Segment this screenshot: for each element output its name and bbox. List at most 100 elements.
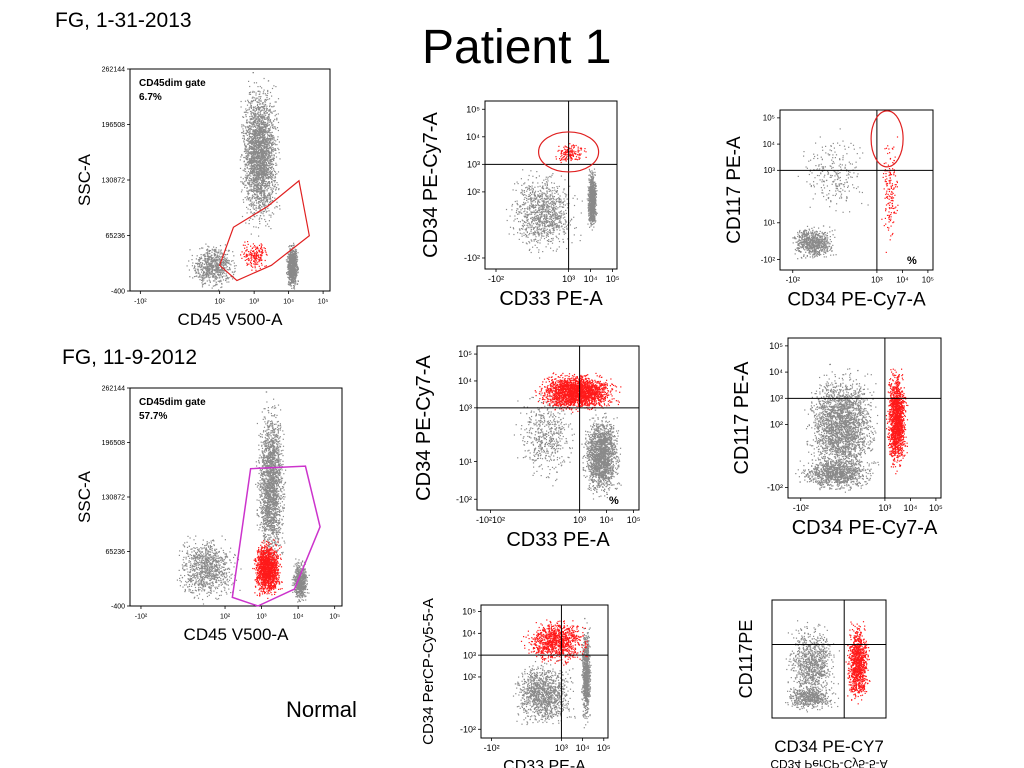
event-dot: [541, 221, 544, 224]
event-dot: [245, 155, 247, 157]
event-dot: [266, 156, 269, 158]
event-dot: [217, 273, 219, 275]
event-dot: [253, 136, 255, 138]
event-dot: [293, 282, 295, 284]
event-dot: [290, 265, 292, 267]
event-dot: [258, 93, 260, 95]
event-dot: [538, 221, 540, 223]
event-dot: [544, 228, 546, 230]
event-dot: [267, 151, 269, 153]
event-dot: [291, 270, 293, 272]
event-dot: [249, 142, 251, 144]
event-dot: [273, 85, 275, 87]
event-dot: [262, 122, 264, 124]
event-dot: [275, 162, 277, 164]
event-dot: [291, 259, 293, 261]
event-dot: [226, 260, 228, 262]
event-dot: [250, 262, 252, 264]
event-dot: [244, 184, 246, 186]
event-dot: [246, 254, 248, 257]
event-dot: [245, 170, 247, 173]
event-dot: [256, 174, 258, 176]
event-dot: [241, 251, 243, 253]
event-dot: [253, 260, 255, 262]
event-dot: [546, 192, 548, 194]
event-dot: [293, 268, 295, 270]
event-dot: [262, 162, 264, 164]
event-dot: [252, 177, 254, 179]
event-dot: [248, 121, 250, 123]
event-dot: [263, 195, 265, 197]
event-dot: [534, 238, 536, 240]
event-dot: [218, 269, 220, 271]
event-dot: [556, 208, 558, 210]
event-dot: [213, 253, 215, 255]
event-dot: [543, 200, 545, 202]
event-dot: [295, 254, 297, 256]
event-dot: [264, 178, 266, 180]
event-dot: [290, 276, 292, 278]
event-dot: [244, 100, 247, 102]
event-dot: [292, 277, 294, 279]
event-dot: [251, 253, 253, 255]
event-dot: [261, 196, 263, 199]
event-dot: [255, 185, 257, 187]
event-dot: [293, 245, 295, 247]
event-dot: [248, 199, 250, 201]
event-dot: [541, 225, 544, 227]
event-dot: [254, 132, 256, 134]
event-dot: [265, 253, 267, 255]
event-dot: [258, 154, 260, 156]
event-dot: [258, 157, 260, 159]
event-dot: [254, 256, 256, 258]
event-dot: [296, 261, 298, 263]
event-dot: [265, 153, 267, 155]
event-dot: [551, 203, 554, 205]
event-dot: [261, 137, 263, 139]
event-dot: [249, 161, 251, 163]
event-dot: [293, 275, 295, 277]
event-dot: [248, 179, 250, 181]
event-dot: [270, 132, 272, 134]
event-dot: [205, 261, 207, 263]
event-dot: [268, 175, 270, 178]
event-dot: [525, 202, 527, 204]
event-dot: [250, 91, 252, 93]
event-dot: [254, 178, 256, 180]
event-dot: [249, 184, 251, 186]
event-dot: [266, 96, 268, 99]
event-dot: [289, 276, 291, 278]
event-dot: [252, 153, 254, 155]
event-dot: [249, 165, 251, 167]
event-dot: [256, 172, 258, 174]
event-dot: [198, 260, 200, 262]
event-dot: [258, 250, 260, 252]
event-dot: [232, 260, 234, 262]
event-dot: [224, 244, 226, 246]
event-dot: [535, 226, 537, 228]
date-label-2: FG, 11-9-2012: [62, 346, 197, 370]
event-dot: [264, 170, 266, 173]
event-dot: [220, 267, 223, 269]
event-dot: [218, 274, 220, 276]
event-dot: [260, 176, 262, 178]
event-dot: [261, 249, 263, 251]
event-dot: [531, 232, 533, 234]
event-dot: [266, 117, 268, 119]
event-dot: [210, 266, 213, 268]
event-dot: [261, 187, 263, 190]
event-dot: [531, 211, 534, 214]
event-dot: [193, 268, 195, 270]
event-dot: [256, 247, 258, 249]
event-dot: [201, 279, 203, 281]
event-dot: [200, 269, 202, 271]
event-dot: [255, 182, 257, 184]
event-dot: [287, 254, 289, 256]
event-dot: [291, 267, 293, 269]
event-dot: [261, 153, 263, 155]
event-dot: [264, 123, 266, 125]
event-dot: [265, 150, 267, 152]
event-dot: [246, 139, 248, 141]
event-dot: [261, 153, 263, 155]
event-dot: [537, 190, 539, 193]
